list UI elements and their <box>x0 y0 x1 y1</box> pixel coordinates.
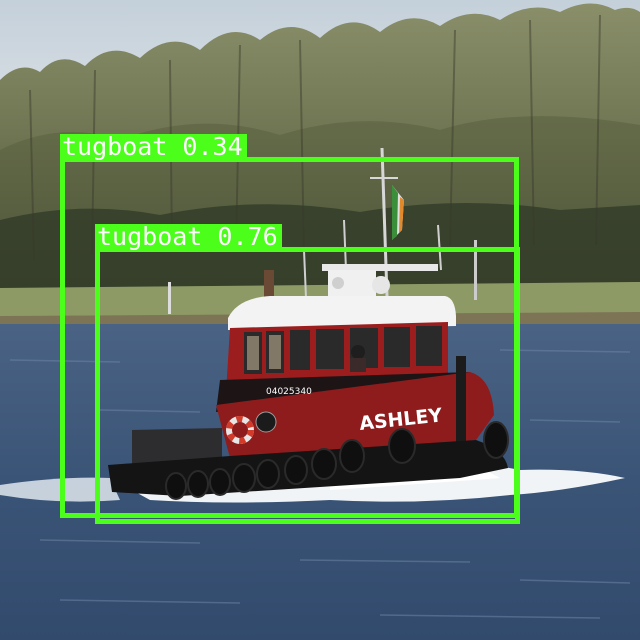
detection-box-tugboat-high <box>95 247 520 524</box>
tugboat: ASHLEY 04025340 <box>108 147 509 500</box>
light-pole <box>474 240 477 300</box>
cabin-roof <box>228 296 456 330</box>
detection-label-tugboat-low: tugboat 0.34 <box>60 134 247 160</box>
radar-bar <box>322 264 438 271</box>
hull-number-text: 04025340 <box>266 387 312 397</box>
marker-post <box>168 282 171 314</box>
tire-fenders <box>165 421 509 500</box>
exhaust-stack <box>264 270 274 302</box>
water-ripples <box>9 349 631 619</box>
detection-label-tugboat-high: tugboat 0.76 <box>95 224 282 250</box>
aft-deckhouse <box>132 428 222 466</box>
hull <box>216 372 494 458</box>
bow-post <box>456 356 466 466</box>
